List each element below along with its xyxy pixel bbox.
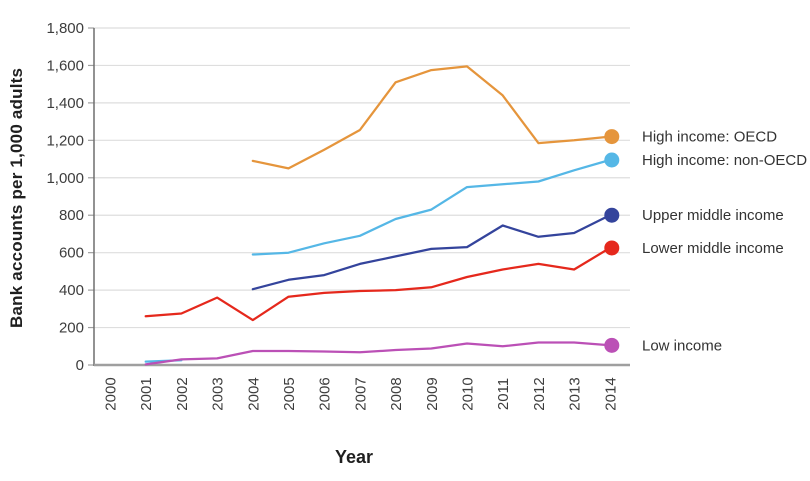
y-tick-label: 800	[59, 207, 84, 224]
x-tick-label: 2003	[210, 377, 227, 410]
y-tick-label: 400	[59, 282, 84, 299]
marker-low-income	[604, 337, 620, 353]
x-tick-label: 2004	[245, 377, 262, 410]
y-axis-title: Bank accounts per 1,000 adults	[7, 67, 26, 329]
marker-high-income-non-oecd	[604, 152, 620, 168]
y-tick-label: 1,000	[46, 170, 84, 187]
x-tick-label: 2000	[103, 377, 120, 410]
line-high-income-non-oecd	[251, 158, 611, 256]
x-tick-label: 2002	[174, 377, 191, 410]
y-tick-label: 0	[76, 357, 84, 374]
legend-label-high-income-oecd: High income: OECD	[642, 129, 777, 146]
legend-label-low-income: Low income	[642, 337, 722, 354]
x-tick-label: 2010	[460, 377, 477, 410]
x-tick-label: 2008	[388, 377, 405, 410]
y-tick-label: 600	[59, 245, 84, 262]
y-tick-label: 1,200	[46, 132, 84, 149]
x-tick-label: 2012	[531, 377, 548, 410]
x-tick-label: 2014	[602, 377, 619, 410]
x-tick-label: 2005	[281, 377, 298, 410]
y-tick-label: 1,600	[46, 57, 84, 74]
marker-upper-middle-income	[604, 207, 620, 223]
y-tick-label: 1,800	[46, 20, 84, 37]
line-lower-middle-income	[144, 246, 611, 322]
legend-label-high-income-non-oecd: High income: non-OECD	[642, 152, 807, 169]
marker-high-income-oecd	[604, 129, 620, 145]
x-tick-label: 2009	[424, 377, 441, 410]
y-tick-label: 200	[59, 320, 84, 337]
y-tick-label: 1,400	[46, 95, 84, 112]
line-low-income	[144, 341, 611, 366]
legend-label-lower-middle-income: Lower middle income	[642, 240, 784, 257]
x-tick-label: 2006	[317, 377, 334, 410]
x-tick-label: 2011	[495, 378, 512, 410]
line-upper-middle-income	[251, 214, 611, 291]
legend-label-upper-middle-income: Upper middle income	[642, 207, 784, 224]
x-tick-label: 2007	[352, 377, 369, 410]
x-tick-label: 2001	[138, 377, 155, 410]
x-axis-title: Year	[334, 447, 374, 467]
marker-lower-middle-income	[604, 240, 620, 256]
x-tick-label: 2013	[567, 377, 584, 410]
line-high-income-oecd	[251, 65, 611, 170]
